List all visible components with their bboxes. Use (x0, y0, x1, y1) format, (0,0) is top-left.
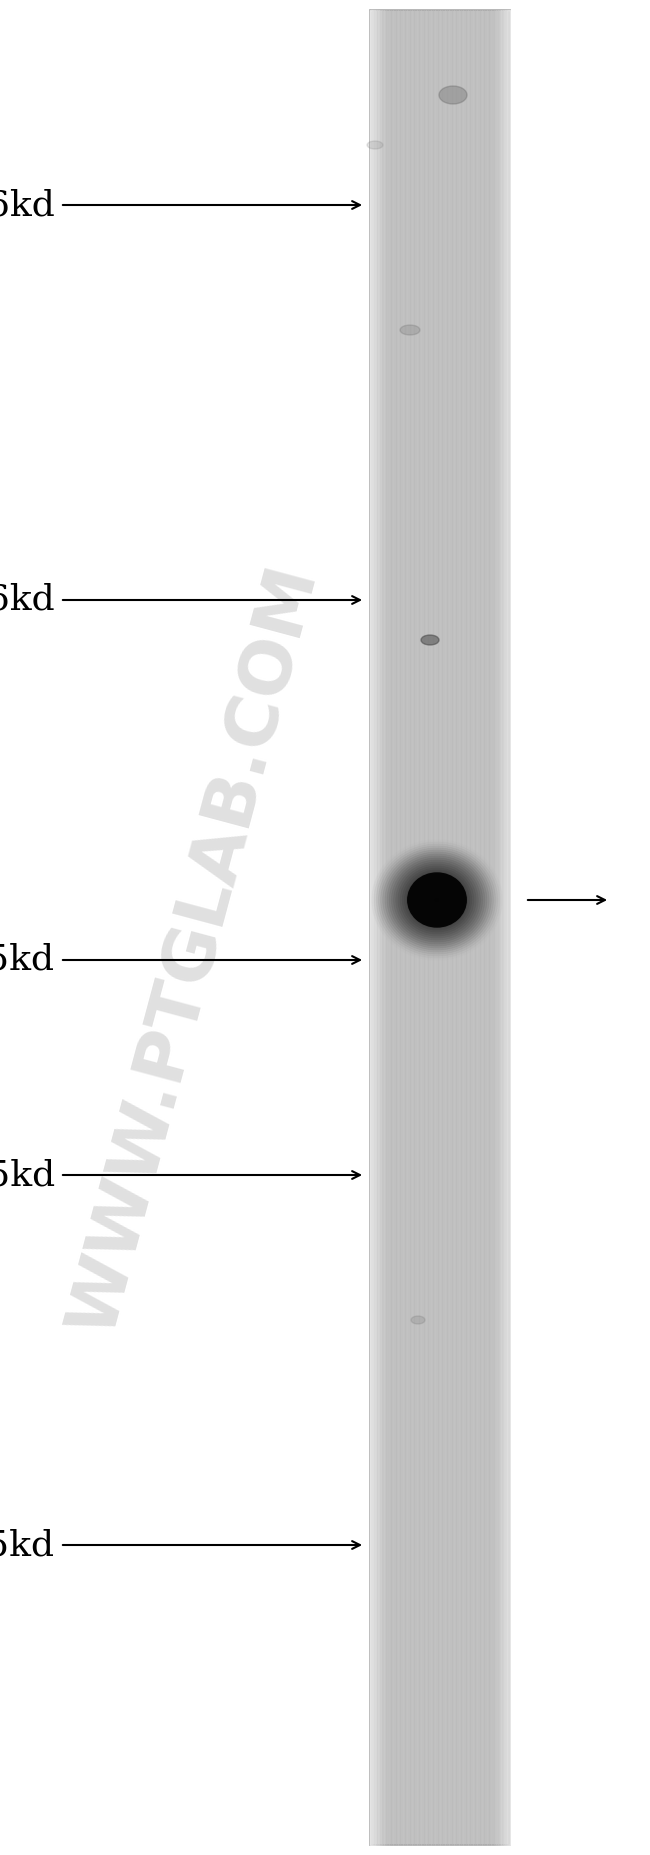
Ellipse shape (430, 894, 443, 905)
Ellipse shape (394, 861, 480, 940)
Ellipse shape (383, 850, 491, 950)
Text: 25kd: 25kd (0, 1529, 55, 1562)
Ellipse shape (398, 864, 476, 937)
Ellipse shape (428, 892, 446, 907)
Ellipse shape (400, 866, 474, 935)
Ellipse shape (396, 863, 478, 939)
Ellipse shape (422, 887, 452, 915)
Ellipse shape (413, 877, 461, 922)
Ellipse shape (376, 844, 498, 955)
Ellipse shape (439, 85, 467, 104)
Ellipse shape (435, 898, 439, 902)
Ellipse shape (378, 846, 495, 953)
Text: WWW.PTGLAB.COM: WWW.PTGLAB.COM (59, 558, 331, 1341)
Ellipse shape (424, 889, 450, 913)
Ellipse shape (367, 141, 383, 148)
Text: 66kd: 66kd (0, 582, 55, 618)
Ellipse shape (391, 859, 482, 942)
Ellipse shape (387, 853, 487, 946)
Bar (370, 9, 510, 1846)
Ellipse shape (417, 881, 456, 918)
Ellipse shape (372, 840, 502, 961)
Text: 116kd: 116kd (0, 187, 55, 223)
Ellipse shape (400, 325, 420, 336)
Ellipse shape (420, 885, 454, 916)
Ellipse shape (374, 842, 500, 957)
Text: 45kd: 45kd (0, 942, 55, 978)
Ellipse shape (381, 848, 493, 952)
Ellipse shape (426, 890, 448, 911)
Ellipse shape (433, 896, 441, 903)
Ellipse shape (415, 879, 459, 920)
Ellipse shape (411, 1315, 425, 1324)
Ellipse shape (389, 855, 485, 944)
Ellipse shape (408, 874, 466, 928)
Ellipse shape (411, 876, 463, 924)
Ellipse shape (404, 870, 469, 929)
Ellipse shape (402, 868, 472, 931)
Ellipse shape (407, 872, 467, 928)
Ellipse shape (385, 851, 489, 948)
Ellipse shape (421, 634, 439, 646)
Text: 35kd: 35kd (0, 1158, 55, 1193)
Ellipse shape (409, 874, 465, 926)
